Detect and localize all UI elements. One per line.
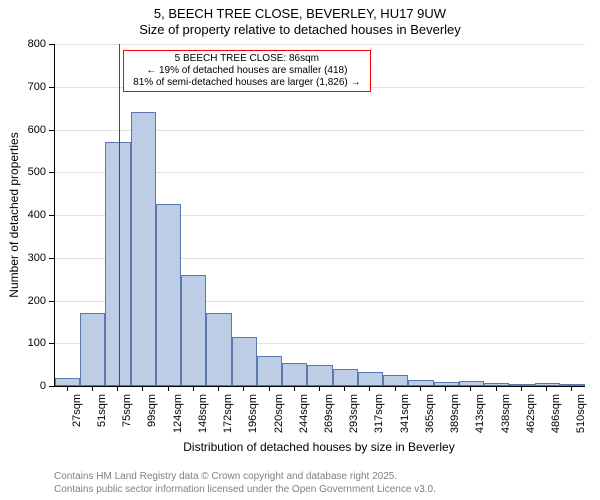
xtick-label: 220sqm xyxy=(273,394,285,444)
plot-area: 5 BEECH TREE CLOSE: 86sqm← 19% of detach… xyxy=(54,44,585,387)
title-line-2: Size of property relative to detached ho… xyxy=(0,22,600,37)
xtick-label: 341sqm xyxy=(399,394,411,444)
footer-attribution: Contains HM Land Registry data © Crown c… xyxy=(54,470,436,496)
footer-line-1: Contains HM Land Registry data © Crown c… xyxy=(54,470,436,483)
ytick-mark xyxy=(49,301,54,302)
xtick-mark xyxy=(117,386,118,391)
ytick-mark xyxy=(49,44,54,45)
histogram-bar xyxy=(257,356,282,386)
histogram-bar xyxy=(333,369,358,386)
annotation-line-2: ← 19% of detached houses are smaller (41… xyxy=(128,65,366,77)
title-line-1: 5, BEECH TREE CLOSE, BEVERLEY, HU17 9UW xyxy=(0,6,600,21)
histogram-bar xyxy=(358,372,383,386)
xtick-mark xyxy=(420,386,421,391)
xtick-label: 172sqm xyxy=(222,394,234,444)
ytick-label: 300 xyxy=(0,252,46,264)
footer-line-2: Contains public sector information licen… xyxy=(54,483,436,496)
xtick-mark xyxy=(67,386,68,391)
xtick-mark xyxy=(521,386,522,391)
ytick-mark xyxy=(49,258,54,259)
xtick-mark xyxy=(445,386,446,391)
xtick-mark xyxy=(369,386,370,391)
ytick-label: 400 xyxy=(0,209,46,221)
ytick-label: 0 xyxy=(0,380,46,392)
xtick-label: 99sqm xyxy=(146,394,158,444)
histogram-bar xyxy=(156,204,181,386)
annotation-line-1: 5 BEECH TREE CLOSE: 86sqm xyxy=(128,53,366,65)
xtick-mark xyxy=(193,386,194,391)
histogram-bar xyxy=(282,363,307,387)
ytick-label: 100 xyxy=(0,337,46,349)
xtick-mark xyxy=(546,386,547,391)
xtick-label: 269sqm xyxy=(323,394,335,444)
annotation-line-3: 81% of semi-detached houses are larger (… xyxy=(128,77,366,89)
histogram-bar xyxy=(105,142,130,386)
histogram-bar xyxy=(131,112,156,386)
histogram-bar xyxy=(206,313,231,386)
gridline xyxy=(55,44,585,45)
xtick-mark xyxy=(168,386,169,391)
histogram-bar xyxy=(509,384,534,386)
annotation-box: 5 BEECH TREE CLOSE: 86sqm← 19% of detach… xyxy=(123,50,371,92)
xtick-mark xyxy=(218,386,219,391)
xtick-mark xyxy=(344,386,345,391)
histogram-bar xyxy=(408,380,433,386)
histogram-bar xyxy=(484,383,509,386)
ytick-mark xyxy=(49,172,54,173)
xtick-mark xyxy=(294,386,295,391)
ytick-label: 200 xyxy=(0,295,46,307)
xtick-label: 244sqm xyxy=(298,394,310,444)
xtick-label: 124sqm xyxy=(172,394,184,444)
property-marker-line xyxy=(119,44,120,386)
xtick-mark xyxy=(269,386,270,391)
histogram-bar xyxy=(181,275,206,386)
xtick-mark xyxy=(470,386,471,391)
xtick-mark xyxy=(395,386,396,391)
histogram-bar xyxy=(232,337,257,386)
ytick-mark xyxy=(49,386,54,387)
xtick-mark xyxy=(142,386,143,391)
ytick-label: 500 xyxy=(0,166,46,178)
xtick-label: 438sqm xyxy=(500,394,512,444)
chart-container: 5, BEECH TREE CLOSE, BEVERLEY, HU17 9UW … xyxy=(0,0,600,500)
xtick-label: 510sqm xyxy=(575,394,587,444)
ytick-label: 700 xyxy=(0,81,46,93)
ytick-mark xyxy=(49,343,54,344)
xtick-label: 365sqm xyxy=(424,394,436,444)
xtick-mark xyxy=(496,386,497,391)
xtick-label: 196sqm xyxy=(247,394,259,444)
ytick-mark xyxy=(49,87,54,88)
histogram-bar xyxy=(307,365,332,386)
histogram-bar xyxy=(80,313,105,386)
histogram-bar xyxy=(383,375,408,386)
xtick-label: 293sqm xyxy=(348,394,360,444)
xtick-label: 413sqm xyxy=(474,394,486,444)
histogram-bar xyxy=(55,378,80,386)
xtick-label: 27sqm xyxy=(71,394,83,444)
xtick-label: 462sqm xyxy=(525,394,537,444)
ytick-mark xyxy=(49,130,54,131)
xtick-mark xyxy=(319,386,320,391)
xtick-label: 75sqm xyxy=(121,394,133,444)
xtick-mark xyxy=(243,386,244,391)
xtick-label: 317sqm xyxy=(373,394,385,444)
ytick-mark xyxy=(49,215,54,216)
xtick-label: 486sqm xyxy=(550,394,562,444)
xtick-label: 51sqm xyxy=(96,394,108,444)
xtick-label: 148sqm xyxy=(197,394,209,444)
xtick-label: 389sqm xyxy=(449,394,461,444)
xtick-mark xyxy=(92,386,93,391)
ytick-label: 600 xyxy=(0,124,46,136)
ytick-label: 800 xyxy=(0,38,46,50)
xtick-mark xyxy=(571,386,572,391)
